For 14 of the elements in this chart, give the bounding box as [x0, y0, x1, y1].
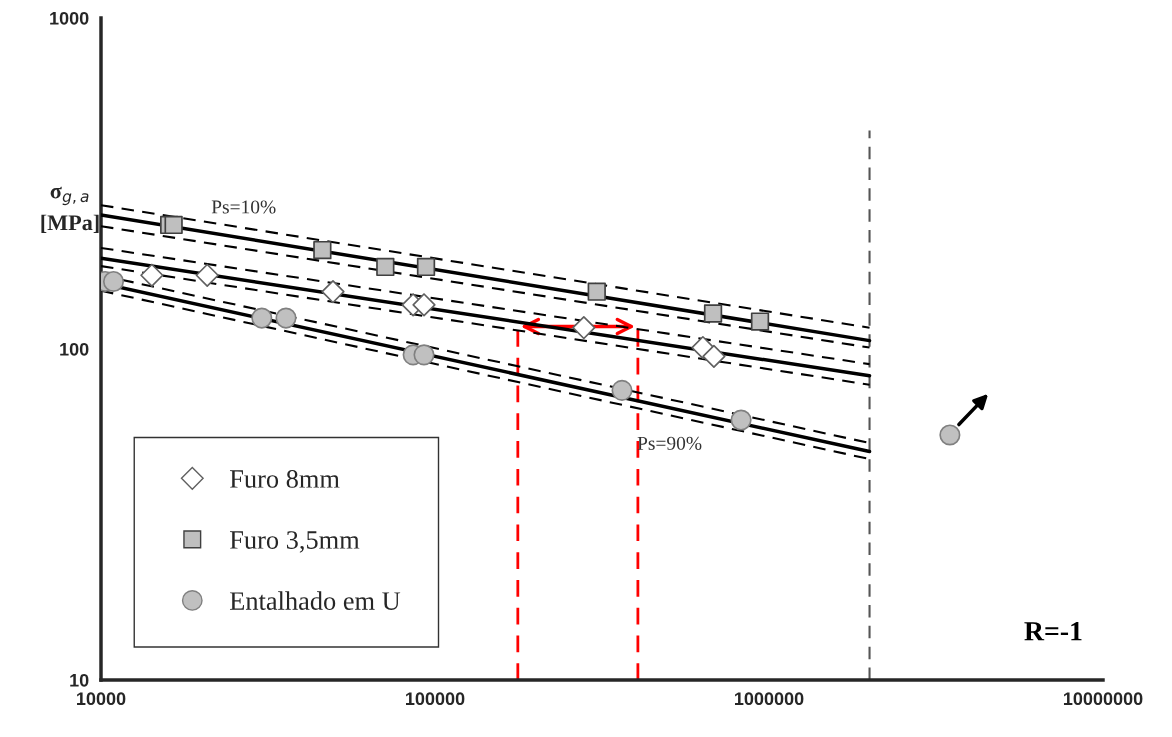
y-tick-label: 100 [60, 342, 89, 356]
x-tick-label: 100000 [406, 692, 465, 706]
x-tick-label: 10000 [77, 692, 126, 706]
x-tick-label: 10000000 [1063, 692, 1143, 706]
y-axis-title: σ$_{g,a}$ [MPa] [41, 186, 99, 234]
legend-label: Entalhado em U [229, 591, 401, 610]
annotation: R=-1 [1024, 622, 1082, 641]
y-tick-label: 1000 [50, 11, 89, 25]
legend-label: Furo 3,5mm [229, 531, 360, 553]
annotation: Ps=90% [637, 436, 702, 450]
legend-label: Furo 8mm [229, 470, 340, 488]
y-tick-label: 10 [70, 673, 89, 687]
annotation: Ps=10% [211, 200, 276, 214]
x-tick-label: 1000000 [734, 692, 804, 706]
